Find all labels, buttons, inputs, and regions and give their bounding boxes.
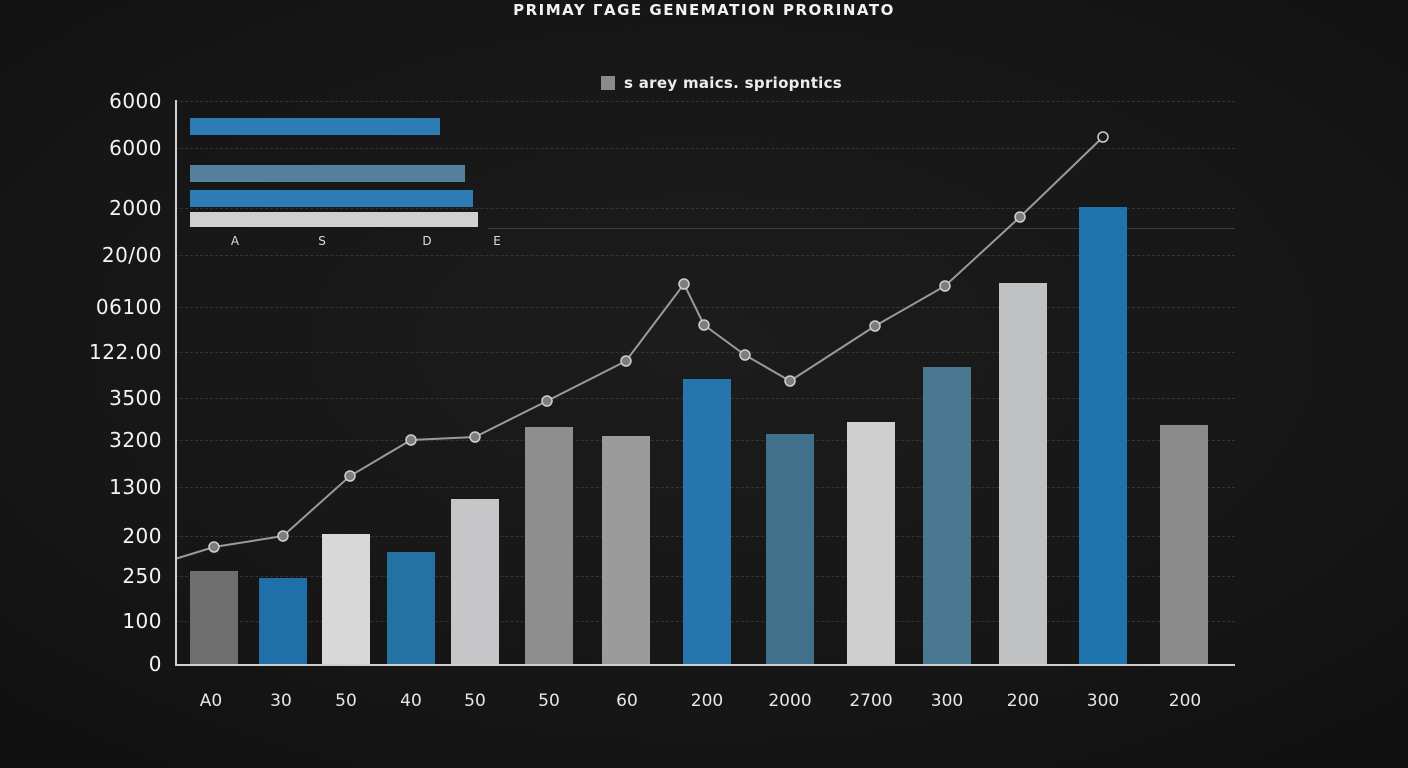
y-tick-label: 06100 (95, 295, 162, 319)
bar (847, 422, 895, 664)
bar (923, 367, 971, 664)
chart-legend: s arey maics. spriopntics (601, 74, 842, 92)
bar (525, 427, 573, 664)
line-marker (939, 280, 951, 292)
x-tick-label: 200 (1168, 691, 1202, 711)
bar (683, 379, 731, 664)
inset-axis-label: E (493, 234, 501, 248)
y-tick-label: 0 (148, 652, 162, 676)
y-axis-line (175, 100, 177, 664)
bar (387, 552, 435, 664)
legend-label: s arey maics. spriopntics (624, 74, 843, 92)
x-tick-label: 60 (616, 691, 638, 711)
line-marker (208, 541, 220, 553)
inset-axis-label: D (422, 234, 432, 248)
bar (1079, 207, 1127, 664)
y-tick-label: 200 (122, 524, 162, 548)
bar (190, 571, 238, 664)
line-marker (678, 278, 690, 290)
x-tick-label: 200 (1006, 691, 1040, 711)
line-marker (698, 319, 710, 331)
x-tick-label: A0 (199, 691, 223, 711)
bar (602, 436, 650, 664)
bar (766, 434, 814, 664)
x-tick-label: 40 (400, 691, 422, 711)
gridline (175, 352, 1235, 353)
line-marker (784, 375, 796, 387)
x-tick-label: 300 (1086, 691, 1120, 711)
bar (451, 499, 499, 664)
x-axis-line (175, 664, 1235, 666)
x-tick-label: 50 (464, 691, 486, 711)
gridline (175, 148, 1235, 149)
y-tick-label: 3200 (109, 428, 162, 452)
bar (999, 283, 1047, 664)
x-tick-label: 30 (270, 691, 292, 711)
line-marker (869, 320, 881, 332)
bar (259, 578, 307, 664)
x-tick-label: 2000 (768, 691, 812, 711)
chart-title: PRIMAY ΓAGE GENEMATION PRORINATO (513, 1, 895, 19)
inset-bar (190, 190, 473, 207)
inset-bar (190, 118, 440, 135)
inset-bar (190, 165, 465, 182)
y-tick-label: 20/00 (101, 243, 162, 267)
x-tick-label: 2700 (849, 691, 893, 711)
inset-bar (190, 212, 478, 227)
y-tick-label: 122.00 (89, 340, 162, 364)
gridline (175, 307, 1235, 308)
gridline (175, 208, 1235, 209)
line-marker (344, 470, 356, 482)
x-tick-label: 50 (335, 691, 357, 711)
bar (1160, 425, 1208, 664)
gridline (175, 101, 1235, 102)
y-tick-label: 100 (122, 609, 162, 633)
y-tick-label: 6000 (109, 136, 162, 160)
x-tick-label: 50 (538, 691, 560, 711)
inset-axis-label: A (230, 234, 240, 248)
y-tick-label: 3500 (109, 386, 162, 410)
y-tick-label: 2000 (109, 196, 162, 220)
line-marker (1097, 131, 1109, 143)
bar (322, 534, 370, 664)
legend-swatch-icon (601, 76, 615, 90)
y-tick-label: 250 (122, 564, 162, 588)
line-marker (620, 355, 632, 367)
x-tick-label: 200 (690, 691, 724, 711)
gridline (175, 255, 1235, 256)
y-tick-label: 6000 (109, 89, 162, 113)
y-tick-label: 1300 (109, 475, 162, 499)
inset-axis-label: S (318, 234, 326, 248)
x-tick-label: 300 (930, 691, 964, 711)
line-marker (1014, 211, 1026, 223)
